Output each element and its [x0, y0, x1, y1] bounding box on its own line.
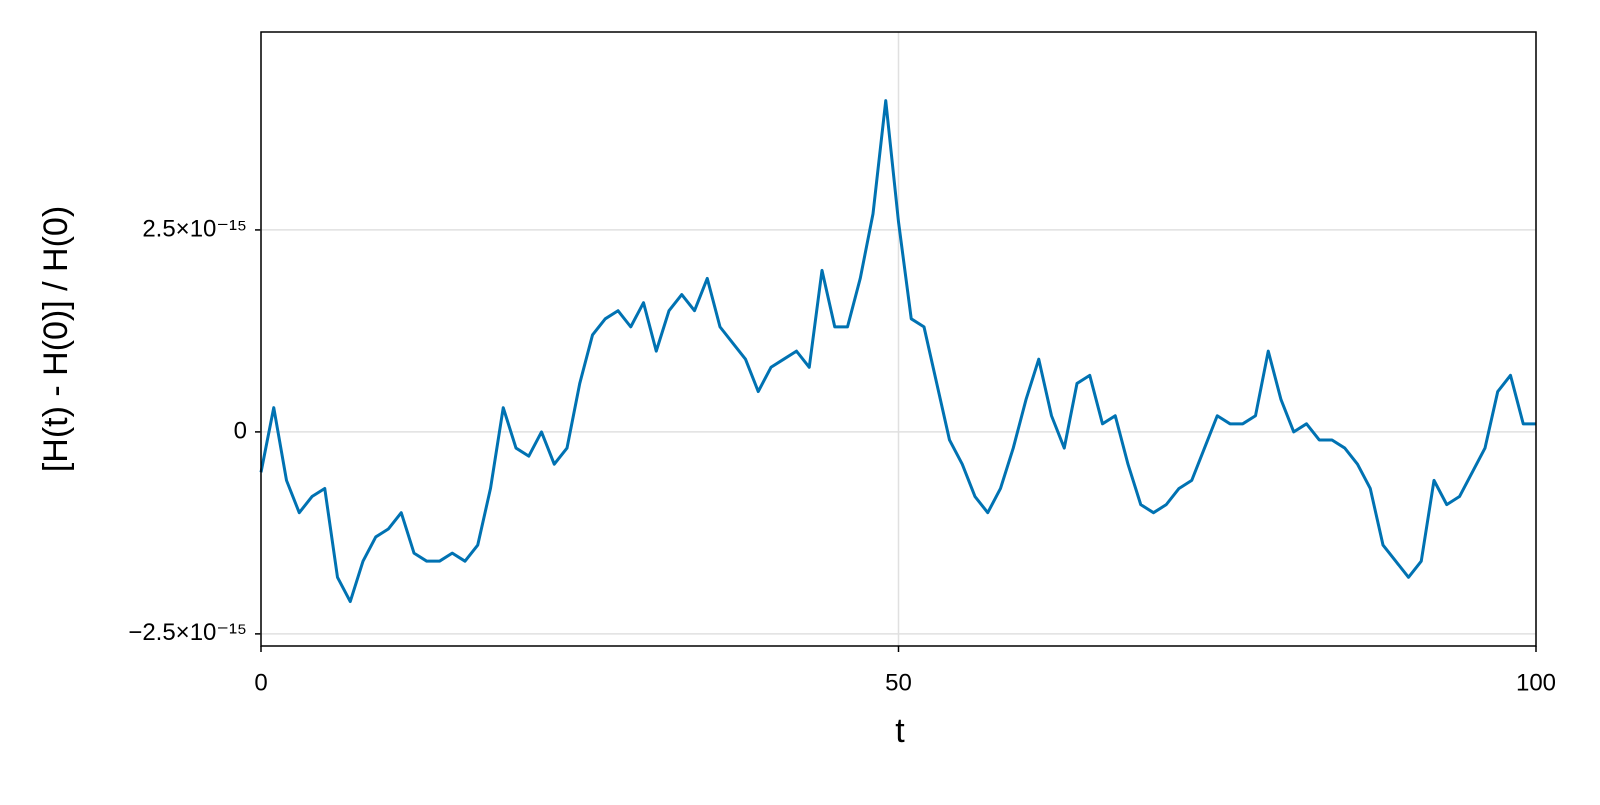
data-line [259, 99, 1536, 604]
x-axis-label: t [895, 712, 905, 750]
y-tick-label: 0 [234, 417, 247, 444]
y-axis-label: [H(t) - H(0)] / H(0) [37, 206, 75, 472]
x-tick-label: 100 [1516, 669, 1556, 696]
x-tick-label: 50 [885, 669, 912, 696]
y-tick-label: 2.5×10⁻¹⁵ [142, 215, 247, 242]
y-tick-label: −2.5×10⁻¹⁵ [128, 619, 247, 646]
plot-frame [260, 31, 1537, 647]
x-tick-label: 0 [254, 669, 267, 696]
